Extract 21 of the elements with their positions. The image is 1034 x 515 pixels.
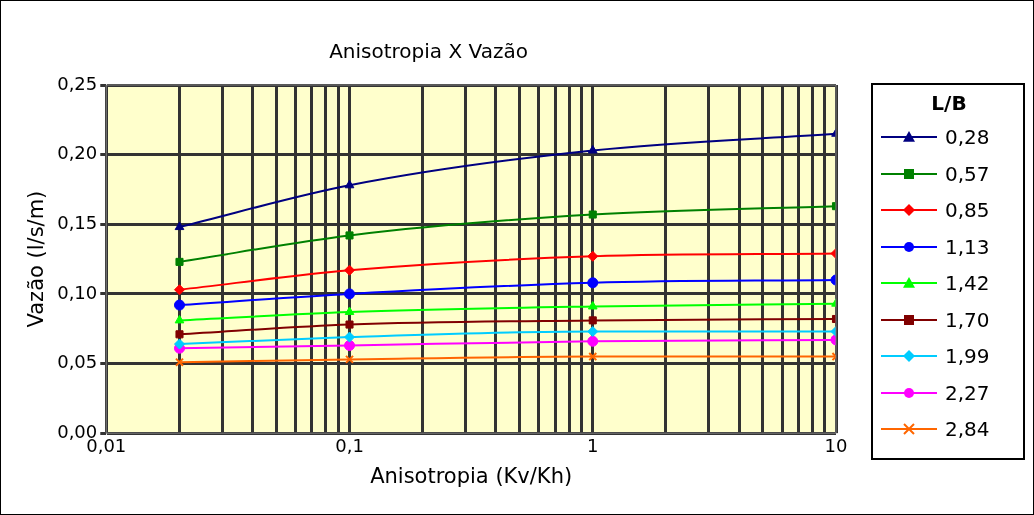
x-tick-label: 10 (824, 434, 848, 456)
y-axis-title: Vazão (l/s/m) (24, 190, 49, 328)
y-tick-label: 0,05 (57, 351, 98, 373)
legend-label: 1,99 (945, 344, 990, 369)
y-tick-label: 0,20 (57, 142, 98, 164)
x-axis-title: Anisotropia (Kv/Kh) (370, 463, 573, 488)
legend-label: 2,27 (945, 380, 990, 405)
y-tick-label: 0,25 (57, 72, 98, 94)
legend-label: 0,57 (945, 161, 990, 186)
legend-label: 0,28 (945, 125, 990, 150)
legend-title: L/B (930, 91, 968, 115)
y-tick-label: 0,15 (57, 211, 98, 233)
x-tick-label: 1 (587, 434, 599, 456)
x-tick-label: 0,1 (335, 434, 364, 456)
legend-label: 0,85 (945, 198, 990, 223)
legend-label: 1,13 (945, 234, 990, 259)
y-tick-label: 0,10 (57, 281, 98, 303)
legend-label: 1,42 (945, 271, 990, 296)
chart-title: Anisotropia X Vazão (329, 39, 528, 64)
legend-label: 1,70 (945, 307, 990, 332)
legend-label: 2,84 (945, 417, 990, 442)
